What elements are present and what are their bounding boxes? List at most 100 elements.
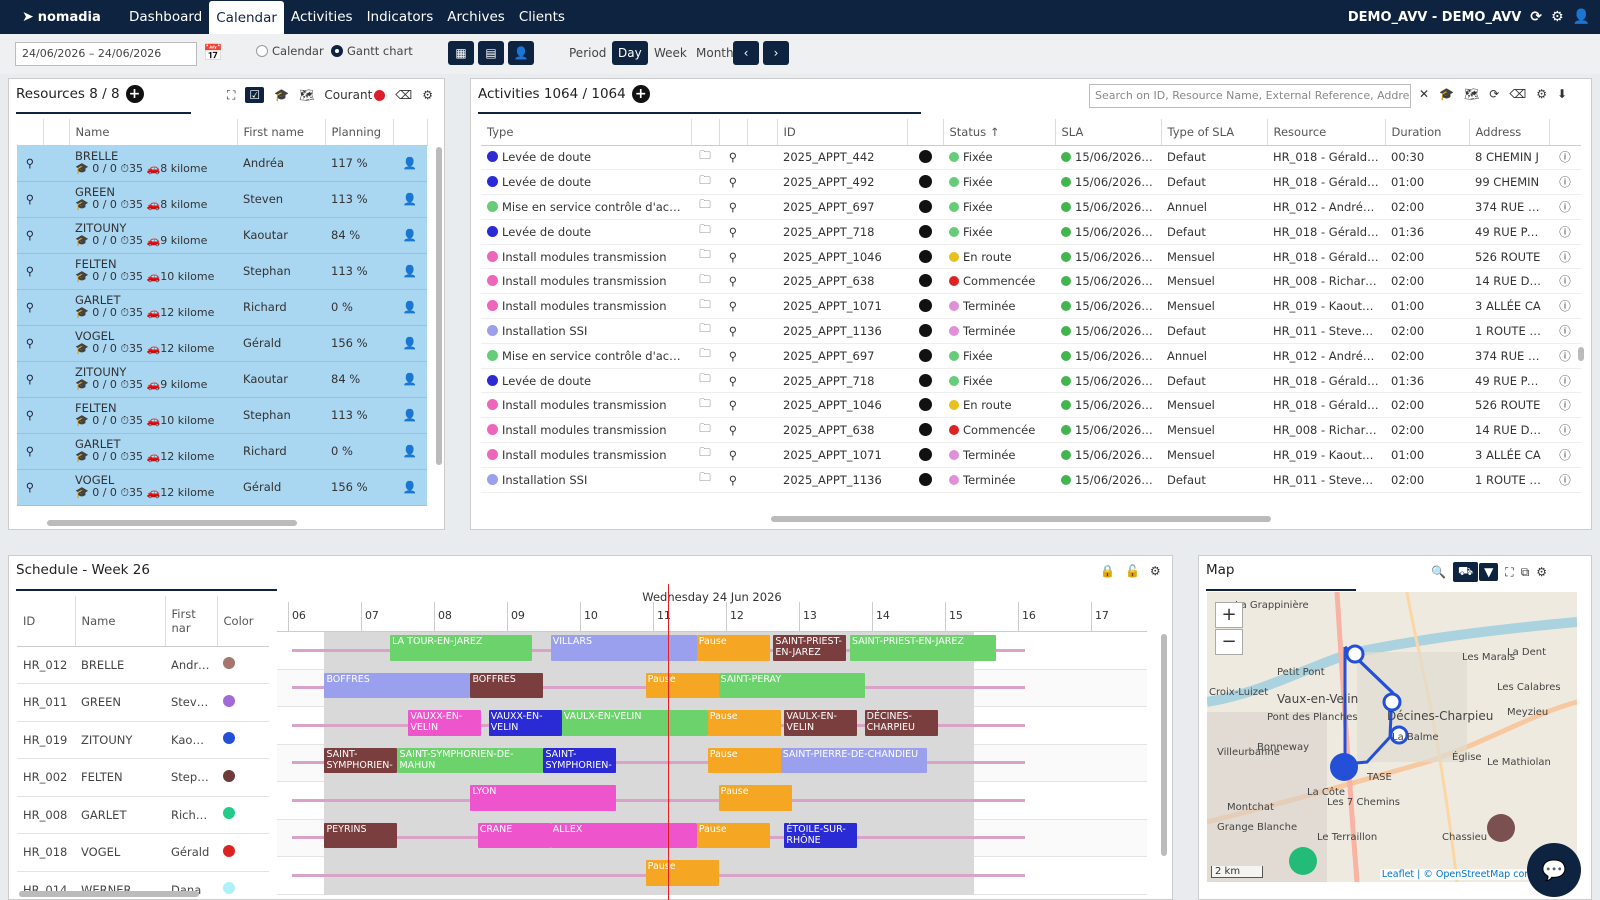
resource-user-icon[interactable]: 👤: [393, 325, 427, 362]
resource-user-icon[interactable]: 👤: [393, 253, 427, 290]
gantt-appointment-bar[interactable]: LYON: [470, 785, 617, 811]
gantt-appointment-bar[interactable]: SAINT-SYMPHORIEN-DE-MAHUN: [397, 747, 544, 773]
period-week-button[interactable]: Week: [654, 46, 687, 60]
gantt-appointment-bar[interactable]: SAINT-PRIEST-EN-JAREZ: [773, 635, 847, 661]
col-name[interactable]: Name: [75, 596, 166, 647]
folder-icon[interactable]: 🗀: [691, 368, 719, 394]
activities-vertical-scrollbar[interactable]: [1578, 347, 1584, 361]
period-month-button[interactable]: Month: [696, 46, 734, 60]
resources-vertical-scrollbar[interactable]: [436, 147, 442, 465]
search-icon[interactable]: 🔍: [1431, 565, 1446, 579]
resource-user-icon[interactable]: 👤: [393, 145, 427, 182]
user-icon[interactable]: [907, 343, 943, 369]
location-pin-icon[interactable]: ⚲: [719, 244, 747, 270]
row-select-cell[interactable]: [43, 469, 69, 506]
activity-row[interactable]: Levée de doute 🗀 ⚲ 2025_APPT_718 Fixée 1…: [481, 368, 1581, 394]
location-pin-icon[interactable]: ⚲: [719, 368, 747, 394]
col-first-name[interactable]: First nar: [165, 596, 218, 647]
schedule-vertical-scrollbar[interactable]: [1161, 634, 1167, 856]
gantt-appointment-bar[interactable]: SAINT-PRIEST-EN-JAREZ: [850, 635, 997, 661]
col-name[interactable]: Name: [69, 119, 238, 146]
info-icon[interactable]: ⓘ: [1549, 392, 1581, 419]
row-select-cell[interactable]: [43, 397, 69, 434]
zoom-out-button[interactable]: −: [1215, 629, 1243, 655]
calendar-icon[interactable]: 📅: [203, 43, 223, 62]
lock-icon[interactable]: 🔒: [1100, 564, 1115, 578]
schedule-resource-row[interactable]: HR_011 GREEN Steven: [17, 683, 269, 722]
activity-row[interactable]: Install modules transmission 🗀 ⚲ 2025_AP…: [481, 442, 1581, 468]
activity-row[interactable]: Install modules transmission 🗀 ⚲ 2025_AP…: [481, 268, 1581, 295]
info-icon[interactable]: ⓘ: [1549, 467, 1581, 493]
route-stop-marker[interactable]: [1345, 644, 1365, 664]
schedule-resource-row[interactable]: HR_012 BRELLE Andréa: [17, 646, 269, 684]
map-canvas[interactable]: La Grappinière Petit Pont Les Marais La Den…: [1207, 592, 1577, 882]
nomadia-logo[interactable]: ➤ nomadia: [22, 9, 101, 25]
col-duration[interactable]: Duration: [1385, 119, 1470, 146]
map-view-button[interactable]: ▤: [478, 41, 504, 65]
location-pin-icon[interactable]: ⚲: [719, 442, 747, 468]
activity-row[interactable]: Levée de doute 🗀 ⚲ 2025_APPT_442 Fixée 1…: [481, 145, 1581, 171]
location-pin-icon[interactable]: ⚲: [719, 293, 747, 320]
popout-icon[interactable]: ⧉: [1520, 564, 1530, 579]
date-range-input[interactable]: 24/06/2026 – 24/06/2026: [15, 42, 197, 66]
gantt-appointment-bar[interactable]: SAINT-SYMPHORIEN-: [543, 747, 617, 773]
col-resource[interactable]: Resource: [1267, 119, 1386, 146]
gantt-appointment-bar[interactable]: VAULX-EN-VELIN: [561, 710, 708, 736]
resource-row[interactable]: ⚲ BRELLE 🎓 0 / 0 ⏱35 🚗8 kilome Andréa 11…: [17, 145, 427, 182]
info-icon[interactable]: ⓘ: [1549, 244, 1581, 270]
info-icon[interactable]: ⓘ: [1549, 293, 1581, 320]
gantt-appointment-bar[interactable]: BOFFRES: [470, 672, 544, 698]
nav-indicators[interactable]: Indicators: [366, 9, 434, 25]
gear-icon[interactable]: ⚙: [1536, 565, 1548, 579]
user-icon[interactable]: [907, 417, 943, 444]
check-calendar-icon[interactable]: ☑: [245, 87, 265, 103]
gantt-appointment-bar[interactable]: LA TOUR-EN-JAREZ: [390, 635, 533, 661]
location-pin-icon[interactable]: ⚲: [17, 253, 43, 290]
info-icon[interactable]: ⓘ: [1549, 268, 1581, 295]
gantt-appointment-bar[interactable]: VILLARS: [550, 635, 697, 661]
resource-row[interactable]: ⚲ GARLET 🎓 0 / 0 ⏱35 🚗12 kilome Richard …: [17, 289, 427, 326]
fullscreen-icon[interactable]: ⛶: [1505, 564, 1514, 579]
gantt-appointment-bar[interactable]: Pause: [707, 747, 781, 773]
activity-row[interactable]: Mise en service contrôle d'acc... 🗀 ⚲ 20…: [481, 194, 1581, 220]
location-pin-icon[interactable]: ⚲: [719, 194, 747, 220]
folder-icon[interactable]: 🗀: [691, 145, 719, 171]
resources-horizontal-scrollbar[interactable]: [47, 520, 297, 526]
location-pin-icon[interactable]: ⚲: [17, 397, 43, 434]
resource-row[interactable]: ⚲ FELTEN 🎓 0 / 0 ⏱35 🚗10 kilome Stephan …: [17, 397, 427, 434]
nav-archives[interactable]: Archives: [447, 9, 505, 25]
col-planning[interactable]: Planning: [325, 119, 394, 146]
location-pin-icon[interactable]: ⚲: [17, 469, 43, 506]
gantt-appointment-bar[interactable]: VAULX-EN-VELIN: [784, 710, 858, 736]
location-pin-icon[interactable]: ⚲: [719, 467, 747, 493]
location-pin-icon[interactable]: ⚲: [719, 318, 747, 344]
info-icon[interactable]: ⓘ: [1549, 417, 1581, 444]
next-period-button[interactable]: ›: [763, 41, 789, 65]
refresh-icon[interactable]: ⟳: [1489, 87, 1500, 101]
schedule-resource-row[interactable]: HR_014 WERNER Dana: [17, 871, 269, 899]
activities-horizontal-scrollbar[interactable]: [771, 516, 1271, 522]
user-icon[interactable]: [907, 268, 943, 295]
user-icon[interactable]: [907, 293, 943, 320]
add-resource-button[interactable]: +: [125, 85, 144, 103]
col-color[interactable]: Color: [217, 596, 269, 647]
map-attribution[interactable]: Leaflet | © OpenStreetMap contributors: [1379, 869, 1573, 880]
user-icon[interactable]: [907, 244, 943, 270]
schedule-resource-row[interactable]: HR_019 ZITOUNY Kaoutar: [17, 721, 269, 759]
user-icon[interactable]: [907, 467, 943, 493]
route-stop-marker[interactable]: [1389, 725, 1409, 745]
info-icon[interactable]: ⓘ: [1549, 368, 1581, 394]
schedule-resource-row[interactable]: HR_002 FELTEN Stephan: [17, 758, 269, 797]
skills-icon[interactable]: 🎓: [1439, 87, 1455, 101]
unlock-icon[interactable]: 🔓: [1124, 564, 1140, 578]
folder-icon[interactable]: 🗀: [691, 194, 719, 220]
col-type[interactable]: Type: [481, 119, 692, 146]
gantt-appointment-bar[interactable]: BOFFRES: [324, 672, 471, 698]
resource-user-icon[interactable]: 👤: [393, 289, 427, 326]
folder-icon[interactable]: 🗀: [691, 244, 719, 270]
user-icon[interactable]: [907, 194, 943, 220]
resource-row[interactable]: ⚲ GREEN 🎓 0 / 0 ⏱35 🚗8 kilome Steven 113…: [17, 181, 427, 218]
gear-icon[interactable]: ⚙: [422, 88, 434, 102]
view-calendar-radio[interactable]: Calendar: [256, 44, 324, 58]
nav-dashboard[interactable]: Dashboard: [129, 9, 203, 25]
